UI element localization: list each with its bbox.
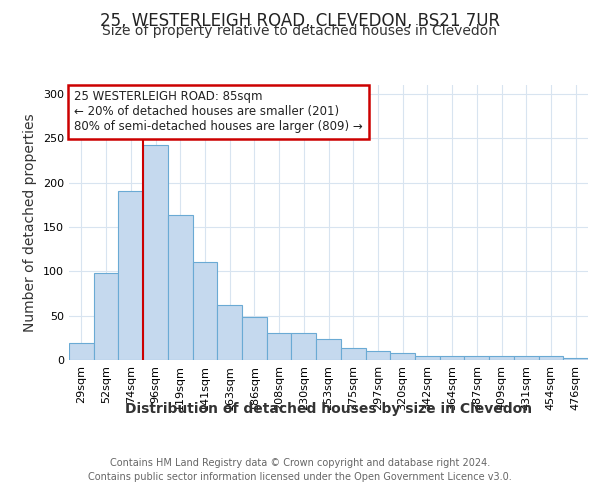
Y-axis label: Number of detached properties: Number of detached properties [23, 113, 37, 332]
Bar [143, 146, 168, 360]
Bar [292, 334, 316, 360]
Text: Size of property relative to detached houses in Clevedon: Size of property relative to detached ho… [103, 24, 497, 38]
Bar [539, 356, 563, 360]
Text: Distribution of detached houses by size in Clevedon: Distribution of detached houses by size … [125, 402, 532, 416]
Bar [440, 356, 464, 360]
Bar [341, 348, 365, 360]
Bar [118, 192, 143, 360]
Bar [464, 356, 489, 360]
Text: 25, WESTERLEIGH ROAD, CLEVEDON, BS21 7UR: 25, WESTERLEIGH ROAD, CLEVEDON, BS21 7UR [100, 12, 500, 30]
Bar [365, 351, 390, 360]
Bar [390, 353, 415, 360]
Text: Contains HM Land Registry data © Crown copyright and database right 2024.
Contai: Contains HM Land Registry data © Crown c… [88, 458, 512, 481]
Bar [267, 334, 292, 360]
Bar [193, 262, 217, 360]
Bar [563, 358, 588, 360]
Bar [94, 273, 118, 360]
Bar [415, 356, 440, 360]
Bar [514, 356, 539, 360]
Text: 25 WESTERLEIGH ROAD: 85sqm
← 20% of detached houses are smaller (201)
80% of sem: 25 WESTERLEIGH ROAD: 85sqm ← 20% of deta… [74, 90, 363, 134]
Bar [217, 305, 242, 360]
Bar [242, 318, 267, 360]
Bar [489, 356, 514, 360]
Bar [168, 214, 193, 360]
Bar [69, 343, 94, 360]
Bar [316, 338, 341, 360]
